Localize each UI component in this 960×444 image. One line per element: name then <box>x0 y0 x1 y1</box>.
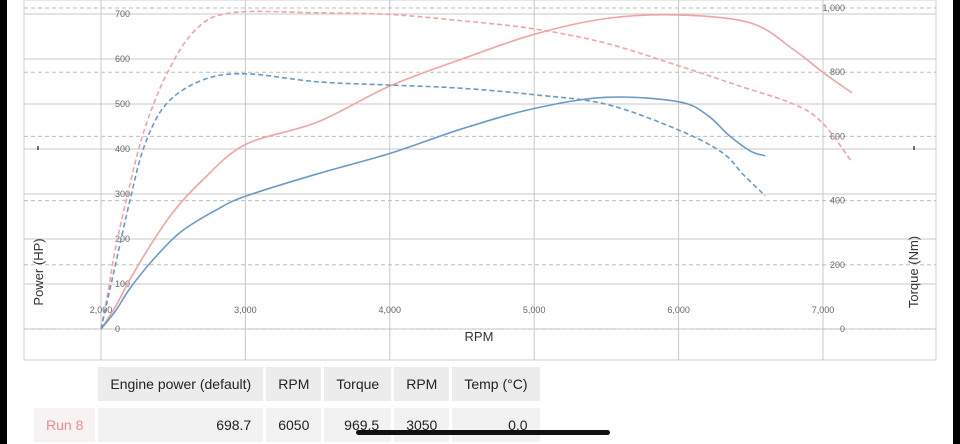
cell-temp: 0.0 <box>452 408 540 442</box>
table-header-row: Engine power (default) RPM Torque RPM Te… <box>34 367 540 401</box>
y-right-tick-label: 1,000 <box>822 3 845 13</box>
x-axis-title: RPM <box>465 329 494 344</box>
header-torque: Torque <box>324 367 392 401</box>
series-line-3 <box>100 72 766 330</box>
series-line-0 <box>100 13 853 330</box>
screen: 2,000 3,000 4,000 5,000 6,000 7,000 0 100 200 300… <box>7 0 953 444</box>
y-left-tick-label: 500 <box>115 99 130 109</box>
home-indicator[interactable] <box>356 430 610 435</box>
header-engine-power: Engine power (default) <box>98 367 264 401</box>
cell-torque: 969.5 <box>324 408 392 442</box>
x-tick-label: 7,000 <box>812 305 835 315</box>
series-line-1 <box>100 10 853 330</box>
y-left-tick-label: 300 <box>115 189 130 199</box>
header-spacer <box>34 367 95 401</box>
y-left-tick-label: 200 <box>115 234 130 244</box>
cell-engine-power: 698.7 <box>98 408 264 442</box>
x-tick-label: 2,000 <box>90 305 113 315</box>
y-right-tick-label: 400 <box>830 196 845 206</box>
plot-frame <box>23 0 937 361</box>
y-left-tick-label: 600 <box>115 54 130 64</box>
y-left-tick-label: 400 <box>115 144 130 154</box>
run-label[interactable]: Run 8 <box>34 408 96 442</box>
dyno-chart: 2,000 3,000 4,000 5,000 6,000 7,000 0 100 200 300… <box>23 0 937 361</box>
y-right-tick-label: 0 <box>840 324 845 334</box>
x-tick-label: 5,000 <box>523 305 546 315</box>
y-left-tick-label: 700 <box>115 9 130 19</box>
header-temp: Temp (°C) <box>452 367 540 401</box>
series-line-2 <box>100 96 766 330</box>
y-left-axis-title: Power (HP) <box>31 238 46 305</box>
header-rpm-torque: RPM <box>394 367 450 401</box>
x-tick-label: 3,000 <box>234 305 257 315</box>
results-table: Engine power (default) RPM Torque RPM Te… <box>31 367 543 442</box>
y-right-tick-label: 800 <box>830 67 845 77</box>
y-left-tick-label: 100 <box>115 279 130 289</box>
y-right-axis-title: Torque (Nm) <box>906 236 921 308</box>
table-row[interactable]: Run 8 698.7 6050 969.5 3050 0.0 <box>34 408 540 442</box>
cell-rpm-power: 6050 <box>266 408 322 442</box>
y-right-tick-label: 200 <box>830 260 845 270</box>
cell-rpm-torque: 3050 <box>394 408 450 442</box>
x-tick-label: 6,000 <box>667 305 690 315</box>
y-right-tick-label: 600 <box>830 131 845 141</box>
header-rpm-power: RPM <box>266 367 322 401</box>
x-tick-label: 4,000 <box>379 305 402 315</box>
y-left-tick-label: 0 <box>115 324 120 334</box>
